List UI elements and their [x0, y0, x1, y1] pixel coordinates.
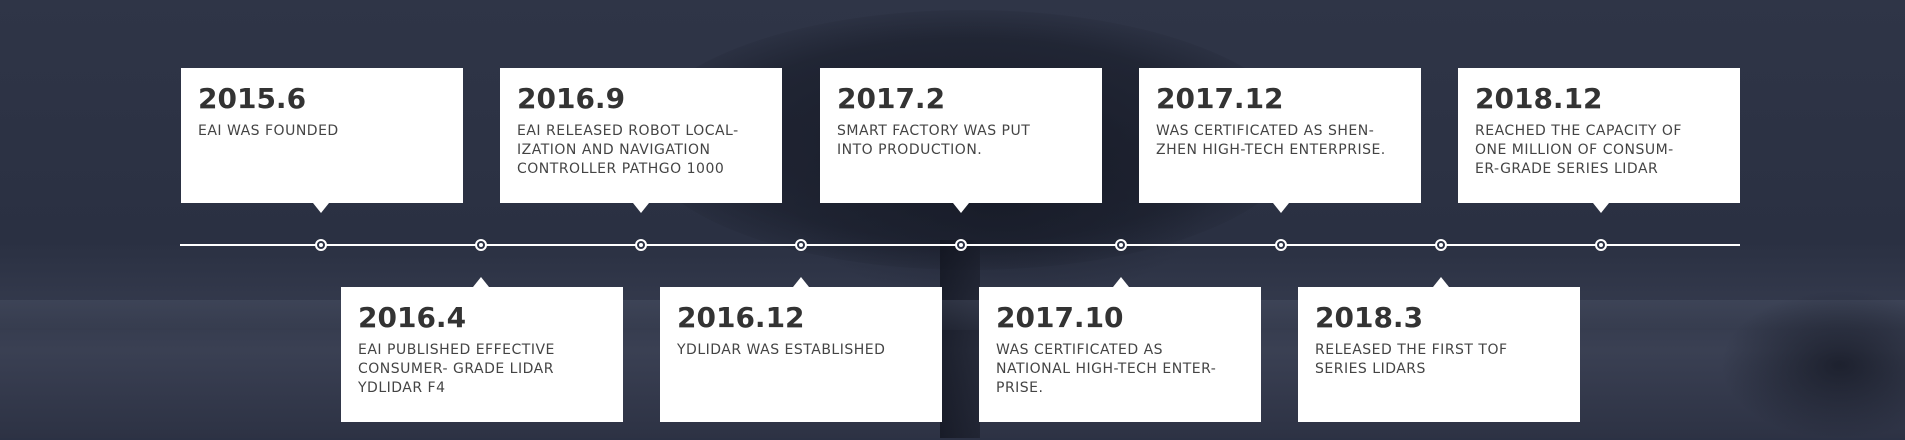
timeline-node-2017-2	[955, 239, 967, 251]
milestone-card-2018-3: 2018.3 RELEASED THE FIRST TOF SERIES LID…	[1298, 287, 1580, 422]
tree-trunk	[940, 240, 980, 438]
card-pointer	[633, 203, 649, 213]
card-pointer	[953, 203, 969, 213]
milestone-year: 2016.12	[677, 301, 805, 334]
milestone-year: 2017.2	[837, 82, 946, 115]
milestone-description: WAS CERTIFICATED AS SHEN- ZHEN HIGH-TECH…	[1156, 123, 1386, 158]
card-pointer	[473, 277, 489, 287]
milestone-card-2016-4: 2016.4 EAI PUBLISHED EFFECTIVE CONSUMER-…	[341, 287, 623, 422]
timeline-node-2016-4	[475, 239, 487, 251]
milestone-year: 2016.9	[517, 82, 626, 115]
card-pointer	[1433, 277, 1449, 287]
milestone-year: 2018.12	[1475, 82, 1603, 115]
timeline-node-2017-10	[1115, 239, 1127, 251]
milestone-year: 2016.4	[358, 301, 467, 334]
milestone-card-2017-12: 2017.12 WAS CERTIFICATED AS SHEN- ZHEN H…	[1139, 68, 1421, 203]
milestone-description: YDLIDAR WAS ESTABLISHED	[677, 342, 886, 358]
milestone-description: EAI WAS FOUNDED	[198, 123, 339, 139]
milestone-year: 2015.6	[198, 82, 307, 115]
milestone-card-2017-2: 2017.2 SMART FACTORY WAS PUT INTO PRODUC…	[820, 68, 1102, 203]
milestone-card-2015-6: 2015.6 EAI WAS FOUNDED	[181, 68, 463, 203]
milestone-description: EAI PUBLISHED EFFECTIVE CONSUMER- GRADE …	[358, 342, 555, 396]
card-pointer	[1273, 203, 1289, 213]
milestone-description: SMART FACTORY WAS PUT INTO PRODUCTION.	[837, 123, 1031, 158]
milestone-description: REACHED THE CAPACITY OF ONE MILLION OF C…	[1475, 123, 1682, 177]
timeline-node-2018-3	[1435, 239, 1447, 251]
card-pointer	[313, 203, 329, 213]
milestone-card-2017-10: 2017.10 WAS CERTIFICATED AS NATIONAL HIG…	[979, 287, 1261, 422]
timeline-node-2017-12	[1275, 239, 1287, 251]
timeline-node-2016-9	[635, 239, 647, 251]
sea-horizon	[0, 300, 1905, 330]
timeline-node-2016-12	[795, 239, 807, 251]
timeline-node-2015-6	[315, 239, 327, 251]
bush-silhouette	[1720, 290, 1905, 440]
milestone-year: 2017.12	[1156, 82, 1284, 115]
milestone-card-2018-12: 2018.12 REACHED THE CAPACITY OF ONE MILL…	[1458, 68, 1740, 203]
card-pointer	[1113, 277, 1129, 287]
timeline-node-2018-12	[1595, 239, 1607, 251]
milestone-year: 2017.10	[996, 301, 1124, 334]
milestone-description: EAI RELEASED ROBOT LOCAL- IZATION AND NA…	[517, 123, 739, 177]
milestone-card-2016-9: 2016.9 EAI RELEASED ROBOT LOCAL- IZATION…	[500, 68, 782, 203]
card-pointer	[793, 277, 809, 287]
milestone-year: 2018.3	[1315, 301, 1424, 334]
milestone-card-2016-12: 2016.12 YDLIDAR WAS ESTABLISHED	[660, 287, 942, 422]
milestone-description: RELEASED THE FIRST TOF SERIES LIDARS	[1315, 342, 1508, 377]
card-pointer	[1593, 203, 1609, 213]
milestone-description: WAS CERTIFICATED AS NATIONAL HIGH-TECH E…	[996, 342, 1217, 396]
